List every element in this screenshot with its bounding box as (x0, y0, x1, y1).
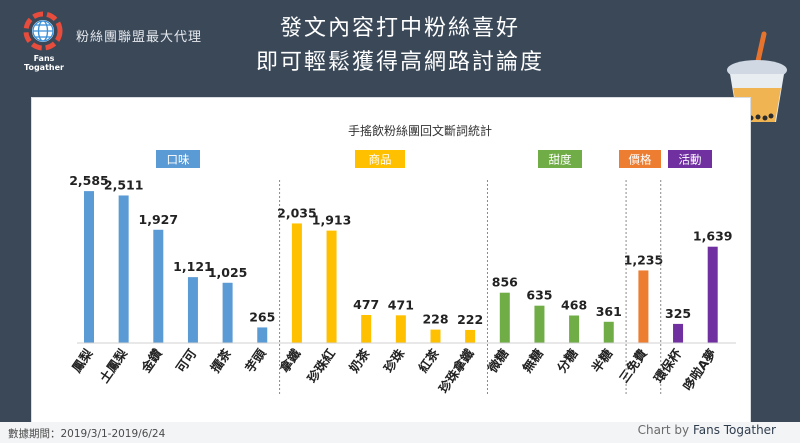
footer-bar (0, 422, 800, 443)
globe-logo-icon (23, 11, 63, 51)
value-label: 1,235 (624, 252, 664, 267)
category-label: 擂茶 (207, 346, 234, 375)
group-label-box (156, 150, 200, 168)
group-label: 商品 (369, 153, 392, 167)
bar-半糖 (603, 321, 614, 343)
category-label: 微糖 (484, 346, 511, 376)
bar-珍珠拿鐵 (465, 329, 476, 343)
bar-無糖 (534, 305, 545, 343)
value-label: 325 (665, 306, 691, 321)
group-label-box (355, 150, 405, 168)
data-period: 數據期間：2019/3/1-2019/6/24 (8, 428, 166, 440)
category-label: 無糖 (519, 346, 546, 375)
bar-三免費 (638, 270, 649, 343)
category-label: 金鑽 (138, 346, 165, 376)
category-label: 半糖 (589, 346, 616, 375)
bar-珍珠 (395, 315, 406, 343)
category-label: 珍珠 (381, 346, 408, 375)
category-label: 可可 (173, 346, 200, 375)
value-label: 1,927 (139, 212, 179, 227)
value-label: 1,025 (208, 265, 248, 280)
value-label: 228 (422, 312, 448, 327)
page-title-line2: 即可輕鬆獲得高網路討論度 (255, 50, 544, 75)
group-label: 甜度 (549, 153, 572, 167)
value-label: 1,639 (693, 229, 733, 244)
category-label: 土鳳梨 (96, 346, 130, 386)
bar-土鳳梨 (118, 195, 129, 343)
category-label: 環保杯 (651, 346, 685, 386)
category-label: 拿鐵 (276, 346, 303, 376)
value-label: 222 (457, 312, 483, 327)
category-label: 珍珠拿鐵 (436, 346, 477, 396)
category-label: 鳳梨 (69, 346, 96, 375)
logo-caption: Fans Togather (24, 54, 64, 72)
bar-環保杯 (673, 323, 684, 343)
value-label: 471 (388, 297, 414, 312)
value-label: 2,585 (69, 173, 109, 188)
category-label: 珍珠紅 (304, 346, 338, 386)
bar-紅茶 (430, 329, 441, 343)
value-label: 1,121 (173, 259, 213, 274)
group-label: 活動 (679, 153, 702, 167)
bar-可可 (187, 277, 198, 343)
chart-credit: Chart by Fans Togather (638, 423, 776, 437)
value-label: 477 (353, 297, 379, 312)
value-label: 265 (249, 309, 275, 324)
bar-擂茶 (222, 282, 233, 343)
bar-珍珠紅 (326, 230, 337, 343)
group-label: 口味 (167, 153, 190, 167)
group-label-box (538, 150, 582, 168)
value-label: 2,035 (277, 205, 317, 220)
group-label: 價格 (629, 153, 652, 167)
bar-哆啦A夢 (707, 246, 718, 343)
brand-text: 粉絲團聯盟最大代理 (76, 30, 203, 45)
value-label: 856 (492, 275, 518, 290)
group-label-box (619, 150, 661, 168)
value-label: 1,913 (312, 213, 352, 228)
value-label: 468 (561, 298, 587, 313)
credit-prefix: Chart by (637, 423, 690, 437)
value-label: 635 (526, 288, 552, 303)
bar-鳳梨 (84, 191, 94, 343)
value-label: 2,511 (104, 177, 144, 192)
bar-芋頭 (257, 327, 268, 343)
page-title-line1: 發文內容打中粉絲喜好 (279, 16, 520, 41)
bar-拿鐵 (291, 223, 302, 343)
group-label-box (668, 150, 712, 168)
category-label: 分糖 (554, 346, 581, 375)
chart-title: 手搖飲粉絲團回文斷詞統計 (348, 123, 492, 138)
bar-金鑽 (153, 229, 164, 343)
header-bar: Fans Togather 粉絲團聯盟最大代理 發文內容打中粉絲喜好 即可輕鬆獲… (0, 0, 800, 90)
category-label: 芋頭 (242, 346, 269, 375)
category-label: 紅茶 (415, 346, 442, 375)
credit-name: Fans Togather (692, 423, 776, 437)
category-label: 奶茶 (346, 346, 373, 375)
bar-分糖 (569, 315, 580, 343)
value-label: 361 (596, 304, 622, 319)
bar-奶茶 (361, 314, 372, 343)
category-label: 哆啦A夢 (680, 346, 720, 394)
category-label: 三免費 (616, 346, 650, 386)
bar-微糖 (499, 292, 510, 343)
